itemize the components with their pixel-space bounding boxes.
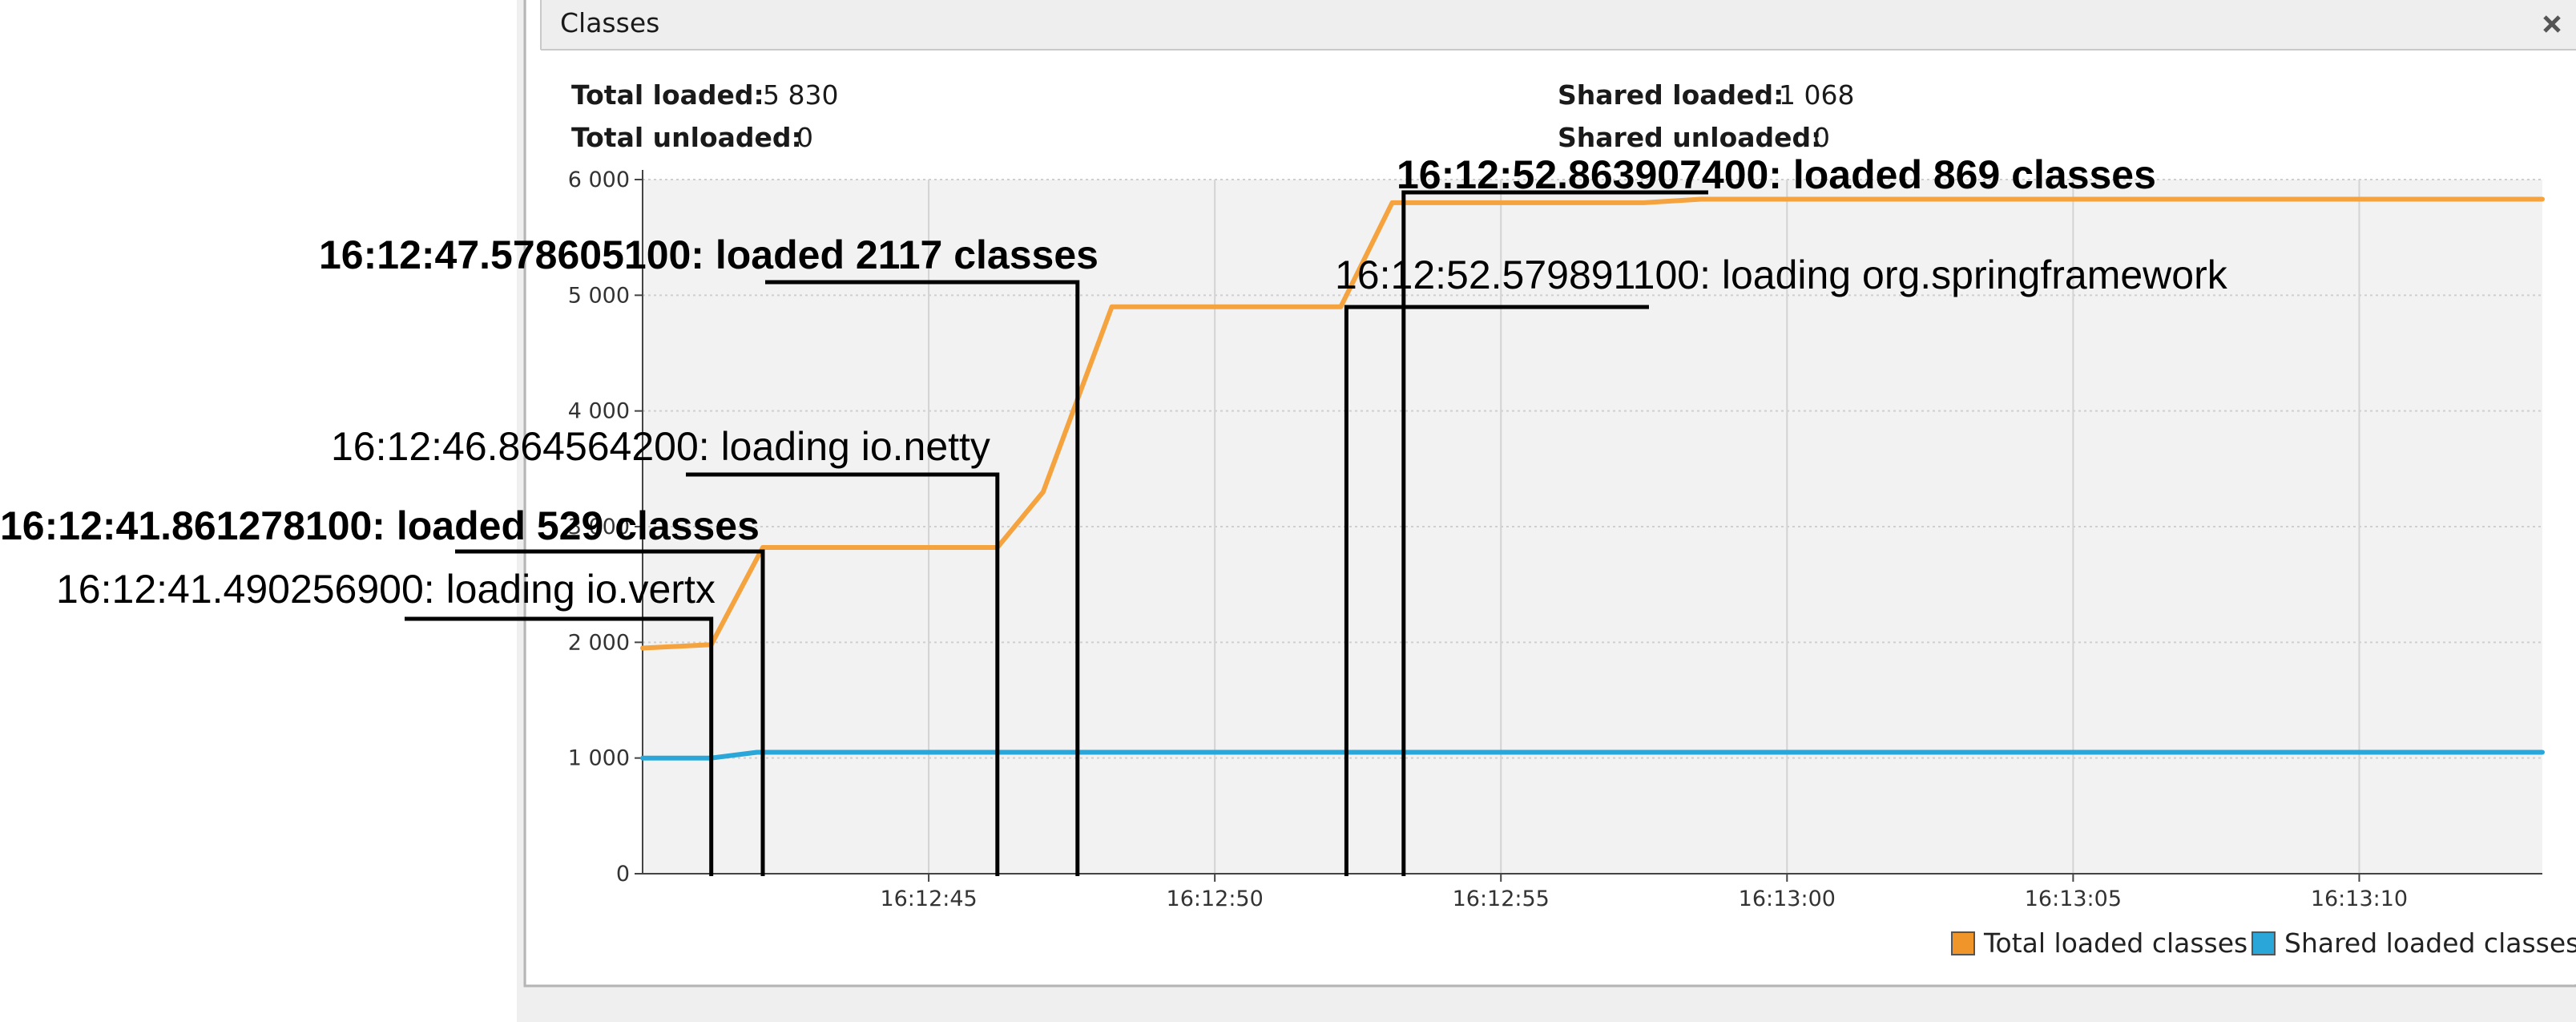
total-loaded-value: 5 830 — [763, 79, 838, 111]
panel-title: Classes — [560, 7, 659, 38]
annotation-label: 16:12:41.861278100: loaded 529 classes — [0, 503, 760, 548]
total-unloaded-value: 0 — [796, 122, 813, 153]
y-tick-label: 5 000 — [568, 283, 630, 308]
legend-swatch-total — [1951, 931, 1975, 955]
annotation-marker — [405, 616, 714, 876]
x-tick-label: 16:13:05 — [2025, 887, 2122, 911]
y-tick-label: 3 000 — [568, 515, 630, 539]
y-tick-label: 2 000 — [568, 630, 630, 655]
legend-swatch-shared — [2251, 931, 2276, 955]
x-tick-label: 16:12:55 — [1453, 887, 1550, 911]
annotation-marker — [1344, 305, 1649, 876]
total-unloaded-label: Total unloaded: — [571, 122, 802, 153]
legend-label-shared: Shared loaded classes — [2284, 927, 2576, 959]
annotation-label: 16:12:52.863907400: loaded 869 classes — [1397, 152, 2156, 197]
annotation-marker — [765, 280, 1080, 876]
annotation-label: 16:12:47.578605100: loaded 2117 classes — [319, 232, 1099, 277]
panel-frame — [523, 0, 2576, 988]
annotation-label: 16:12:46.864564200: loading io.netty — [331, 424, 990, 469]
axes: 0 1 000 2 000 3 000 4 000 5 000 6 000 16:12:45 1… — [568, 168, 2542, 911]
panel-header — [541, 0, 2576, 50]
shared-loaded-label: Shared loaded: — [1558, 79, 1784, 111]
shared-unloaded-value: 0 — [1813, 122, 1830, 153]
x-tick-label: 16:12:50 — [1167, 887, 1264, 911]
close-icon[interactable] — [2543, 15, 2561, 33]
shared-unloaded-label: Shared unloaded: — [1558, 122, 1821, 153]
legend-label-total: Total loaded classes — [1983, 927, 2247, 959]
annotation-label: 16:12:52.579891100: loading org.springfr… — [1335, 252, 2228, 297]
grid — [643, 179, 2542, 874]
annotation-marker — [686, 472, 1000, 876]
y-tick-label: 6 000 — [568, 168, 630, 192]
y-tick-label: 1 000 — [568, 746, 630, 771]
total-loaded-label: Total loaded: — [571, 79, 764, 111]
annotation-marker — [455, 549, 765, 876]
y-tick-label: 4 000 — [568, 399, 630, 424]
x-tick-label: 16:13:00 — [1739, 887, 1836, 911]
legend: Total loaded classes Shared loaded class… — [1951, 927, 2576, 959]
shared-loaded-value: 1 068 — [1779, 79, 1854, 111]
series — [640, 196, 2545, 761]
series-line-total-loaded-classes — [640, 196, 2545, 651]
x-tick-label: 16:12:45 — [880, 887, 977, 911]
x-tick-label: 16:13:10 — [2311, 887, 2408, 911]
annotation-marker — [1401, 190, 1708, 876]
series-line-shared-loaded-classes — [640, 749, 2545, 761]
y-tick-label: 0 — [616, 862, 630, 887]
annotation-label: 16:12:41.490256900: loading io.vertx — [56, 567, 716, 612]
annotations: 16:12:41.490256900: loading io.vertx 16:1… — [0, 152, 2228, 876]
